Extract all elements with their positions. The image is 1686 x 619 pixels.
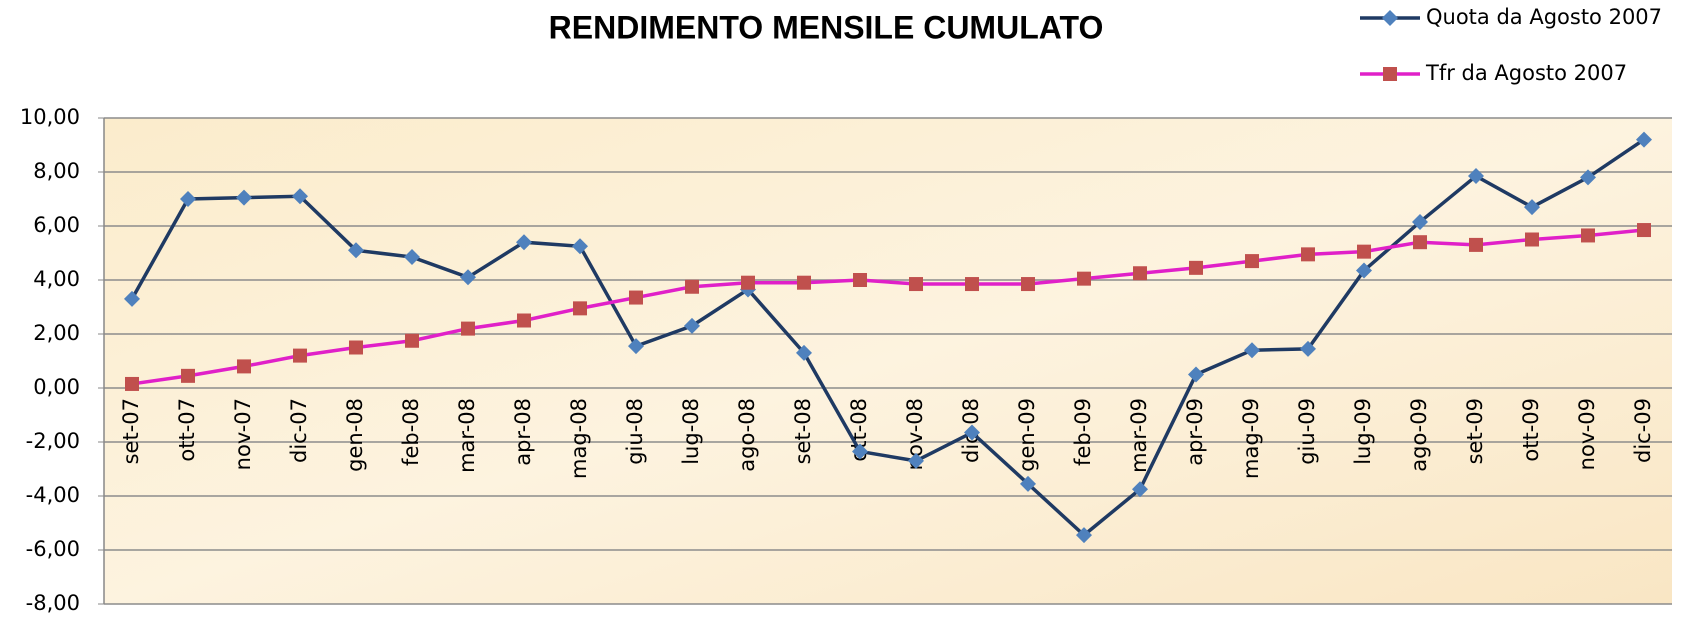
x-tick-label: ott-09 xyxy=(1519,398,1543,462)
marker xyxy=(1580,169,1596,186)
marker xyxy=(460,269,476,286)
marker xyxy=(1525,232,1539,247)
y-tick-label: 4,00 xyxy=(33,267,80,291)
x-tick-label: mag-09 xyxy=(1239,398,1263,479)
marker xyxy=(1133,266,1147,281)
y-tick-label: -8,00 xyxy=(26,591,80,615)
marker xyxy=(572,238,588,255)
marker xyxy=(741,275,755,290)
x-tick-label: set-09 xyxy=(1463,398,1487,464)
marker xyxy=(293,348,307,363)
marker xyxy=(1524,199,1540,216)
marker xyxy=(1413,235,1427,250)
x-tick-label: apr-08 xyxy=(511,398,535,466)
x-tick-label: nov-07 xyxy=(231,398,255,470)
marker xyxy=(628,338,644,355)
x-tick-label: mag-08 xyxy=(567,398,591,479)
marker xyxy=(237,359,251,374)
marker xyxy=(853,273,867,287)
x-tick-label: apr-09 xyxy=(1183,398,1207,466)
x-tick-label: ott-07 xyxy=(175,398,199,462)
marker xyxy=(1581,228,1595,243)
chart-title: RENDIMENTO MENSILE CUMULATO xyxy=(549,9,1104,45)
x-tick-label: set-07 xyxy=(119,398,143,464)
marker xyxy=(1382,10,1398,26)
marker xyxy=(125,376,139,391)
x-tick-label: lug-08 xyxy=(679,398,703,465)
x-tick-label: dic-07 xyxy=(287,398,311,463)
legend-label: Quota da Agosto 2007 xyxy=(1426,5,1662,29)
y-tick-label: 2,00 xyxy=(33,321,80,345)
marker xyxy=(1301,247,1315,262)
x-tick-label: nov-09 xyxy=(1575,398,1599,470)
x-tick-label: giu-08 xyxy=(623,398,647,465)
x-tick-label: gen-09 xyxy=(1015,398,1039,472)
marker xyxy=(292,188,308,205)
marker xyxy=(517,313,531,328)
marker xyxy=(1076,527,1092,544)
marker xyxy=(1132,481,1148,498)
marker xyxy=(348,242,364,259)
marker xyxy=(180,191,196,207)
marker xyxy=(964,424,980,441)
plot-area xyxy=(104,118,1672,604)
marker xyxy=(1245,254,1259,269)
marker xyxy=(684,317,700,334)
y-tick-label: 10,00 xyxy=(20,105,80,129)
marker xyxy=(181,368,195,383)
y-tick-label: 6,00 xyxy=(33,213,80,237)
series-line xyxy=(131,228,1645,386)
x-tick-label: giu-09 xyxy=(1295,398,1319,465)
marker xyxy=(1244,342,1260,359)
marker xyxy=(516,234,532,251)
marker xyxy=(965,277,979,292)
marker xyxy=(1020,475,1036,492)
legend-label: Tfr da Agosto 2007 xyxy=(1425,61,1627,85)
marker xyxy=(236,189,252,206)
x-tick-label: set-08 xyxy=(791,398,815,464)
x-tick-label: feb-08 xyxy=(399,398,423,466)
marker xyxy=(349,340,363,355)
marker xyxy=(908,452,924,469)
y-tick-label: -6,00 xyxy=(26,537,80,561)
marker xyxy=(1188,366,1204,383)
x-tick-label: mar-09 xyxy=(1127,398,1151,473)
marker xyxy=(404,249,420,266)
marker xyxy=(124,290,140,307)
marker xyxy=(1357,244,1371,259)
marker xyxy=(629,290,643,305)
marker xyxy=(909,277,923,292)
x-tick-label: ago-09 xyxy=(1407,398,1431,472)
y-tick-label: 0,00 xyxy=(33,375,80,399)
marker xyxy=(1412,213,1428,230)
marker xyxy=(573,301,587,316)
marker xyxy=(1468,168,1484,185)
marker xyxy=(685,279,699,294)
marker xyxy=(1356,262,1372,279)
marker xyxy=(1637,223,1651,238)
x-tick-label: ago-08 xyxy=(735,398,759,472)
marker xyxy=(1383,67,1397,81)
marker xyxy=(1021,277,1035,292)
x-tick-label: feb-09 xyxy=(1071,398,1095,466)
y-tick-label: -2,00 xyxy=(26,429,80,453)
marker xyxy=(1469,237,1483,252)
x-tick-label: lug-09 xyxy=(1351,398,1375,465)
marker xyxy=(797,275,811,290)
marker xyxy=(852,443,868,460)
x-tick-label: dic-09 xyxy=(1631,398,1655,463)
marker xyxy=(1300,340,1316,357)
marker xyxy=(796,344,812,361)
marker xyxy=(461,321,475,336)
marker xyxy=(1189,260,1203,275)
y-tick-label: 8,00 xyxy=(33,159,80,183)
marker xyxy=(405,333,419,348)
x-tick-label: mar-08 xyxy=(455,398,479,473)
x-tick-label: gen-08 xyxy=(343,398,367,472)
y-tick-label: -4,00 xyxy=(26,483,80,507)
marker xyxy=(1077,271,1091,286)
marker xyxy=(1636,131,1652,148)
